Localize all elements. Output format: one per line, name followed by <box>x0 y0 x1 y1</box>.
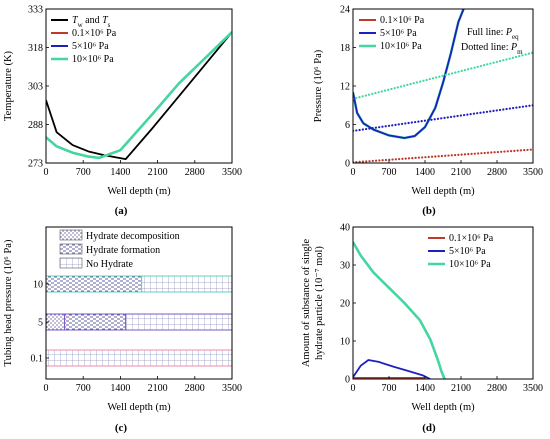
legend-swatch-decomposition <box>59 229 83 241</box>
legend: Hydrate decomposition Hydrate formation … <box>59 229 180 270</box>
series-line-green-2 <box>353 241 446 379</box>
y-axis-label-line1: Amount of substance of single <box>301 239 312 368</box>
legend-label: 10×10⁶ Pa <box>72 54 114 65</box>
series-line-green-dotted-4 <box>353 51 533 100</box>
y-tick-label: 0.1 <box>31 354 44 365</box>
x-tick-label: 0 <box>44 167 49 178</box>
annotation-dotted-line: Dotted line: Pm <box>461 42 523 56</box>
legend: 0.1×10⁶ Pa 5×10⁶ Pa 10×10⁶ Pa <box>428 233 494 270</box>
legend-label: 10×10⁶ Pa <box>449 259 491 270</box>
y-tick-label: 20 <box>340 299 350 310</box>
bar-segment-formation <box>64 313 127 331</box>
x-tick-label: 2800 <box>185 383 205 394</box>
y-axis-label: Temperature (K) <box>3 50 14 121</box>
y-tick-label: 6 <box>345 120 350 131</box>
x-tick-label: 2100 <box>451 383 471 394</box>
y-tick-label: 0 <box>345 159 350 170</box>
y-tick-label: 333 <box>28 5 43 16</box>
panel-a-temperature-chart: 0 700 1400 2100 2800 3500 273 288 303 318 333 Well… <box>3 5 242 218</box>
legend-label: 5×10⁶ Pa <box>380 28 417 39</box>
legend-swatch-formation <box>59 243 83 255</box>
series-line-blue-dotted-3 <box>353 104 533 133</box>
y-tick-label: 273 <box>28 159 43 170</box>
legend-label: 10×10⁶ Pa <box>380 41 422 52</box>
x-tick-label: 2800 <box>487 383 507 394</box>
y-tick-label: 288 <box>28 120 43 131</box>
y-tick-label: 0 <box>345 375 350 386</box>
y-axis-label: Tubing head pressure (10⁶ Pa) <box>3 239 14 366</box>
x-tick-label: 700 <box>382 383 397 394</box>
y-tick-label: 10 <box>340 337 350 348</box>
x-tick-label: 2100 <box>451 167 471 178</box>
y-axis-label: Pressure (10⁶ Pa) <box>313 49 324 122</box>
bar-segment-none <box>125 313 233 331</box>
legend-label: 0.1×10⁶ Pa <box>380 15 425 26</box>
series-line-red-dotted-2 <box>353 148 533 163</box>
series-line-blue-1 <box>353 9 465 139</box>
x-tick-label: 1400 <box>110 167 130 178</box>
x-tick-label: 700 <box>76 383 91 394</box>
x-tick-label: 2100 <box>148 383 168 394</box>
x-tick-label: 3500 <box>523 383 543 394</box>
panel-label: (c) <box>115 422 128 434</box>
legend-label: 0.1×10⁶ Pa <box>72 28 117 39</box>
x-tick-label: 2800 <box>487 167 507 178</box>
y-tick-label: 5 <box>38 318 43 329</box>
x-tick-label: 1400 <box>415 167 435 178</box>
annotation-full-line: Full line: Peq <box>467 27 519 41</box>
legend: Tw and Ts 0.1×10⁶ Pa 5×10⁶ Pa 10×10⁶ Pa <box>51 15 117 65</box>
x-tick-label: 3500 <box>222 383 242 394</box>
series-line-blue-1 <box>353 359 431 379</box>
x-tick-label: 2800 <box>185 167 205 178</box>
x-tick-label: 2100 <box>148 167 168 178</box>
y-tick-label: 318 <box>28 43 43 54</box>
x-tick-label: 700 <box>76 167 91 178</box>
series-line-black-0 <box>46 31 232 161</box>
x-axis-label: Well depth (m) <box>107 186 171 197</box>
x-tick-label: 3500 <box>222 167 242 178</box>
bar-segment-none <box>45 349 233 367</box>
legend-swatch-none <box>59 257 83 269</box>
panel-label: (b) <box>422 205 436 217</box>
panel-b-pressure-chart: 0 700 1400 2100 2800 3500 0 6 12 18 24 Well depth … <box>313 5 543 218</box>
panel-label: (d) <box>422 422 436 434</box>
y-tick-label: 40 <box>340 223 350 234</box>
legend-label: Tw and Ts <box>72 15 111 29</box>
x-tick-label: 0 <box>44 383 49 394</box>
bar-segment-formation <box>45 275 143 293</box>
y-tick-label: 24 <box>340 5 350 16</box>
y-tick-label: 12 <box>340 82 350 93</box>
x-tick-label: 3500 <box>523 167 543 178</box>
panel-d-particle-amount-chart: 0 700 1400 2100 2800 3500 0 10 20 30 40 Well depth… <box>301 223 543 435</box>
legend-label: Hydrate decomposition <box>86 231 180 242</box>
legend: 0.1×10⁶ Pa 5×10⁶ Pa 10×10⁶ Pa <box>359 15 425 52</box>
y-tick-label: 18 <box>340 43 350 54</box>
x-axis-label: Well depth (m) <box>411 186 475 197</box>
x-axis-label: Well depth (m) <box>107 402 171 413</box>
y-tick-label: 303 <box>28 82 43 93</box>
panel-label: (a) <box>115 205 128 217</box>
x-tick-label: 0 <box>351 383 356 394</box>
x-axis-label: Well depth (m) <box>411 402 475 413</box>
legend-label: 0.1×10⁶ Pa <box>449 233 494 244</box>
panel-c-hydrate-state-chart: 0.1 5 10 0 700 1400 2100 2800 3500 Well depth (m… <box>3 226 242 434</box>
y-tick-label: 10 <box>33 280 43 291</box>
legend-label: 5×10⁶ Pa <box>72 41 109 52</box>
legend-label: No Hydrate <box>86 259 133 270</box>
bar-segment-none <box>141 275 233 293</box>
x-tick-label: 1400 <box>415 383 435 394</box>
plot-frame <box>352 226 534 380</box>
legend-label: Hydrate formation <box>86 245 160 256</box>
x-tick-label: 700 <box>382 167 397 178</box>
plot-frame <box>45 226 233 380</box>
y-tick-label: 30 <box>340 261 350 272</box>
y-axis-label-line2: hydrate particle (10⁻⁷ mol) <box>314 246 325 360</box>
x-tick-label: 1400 <box>110 383 130 394</box>
legend-label: 5×10⁶ Pa <box>449 246 486 257</box>
series-line-green-3 <box>46 31 232 160</box>
x-tick-label: 0 <box>351 167 356 178</box>
